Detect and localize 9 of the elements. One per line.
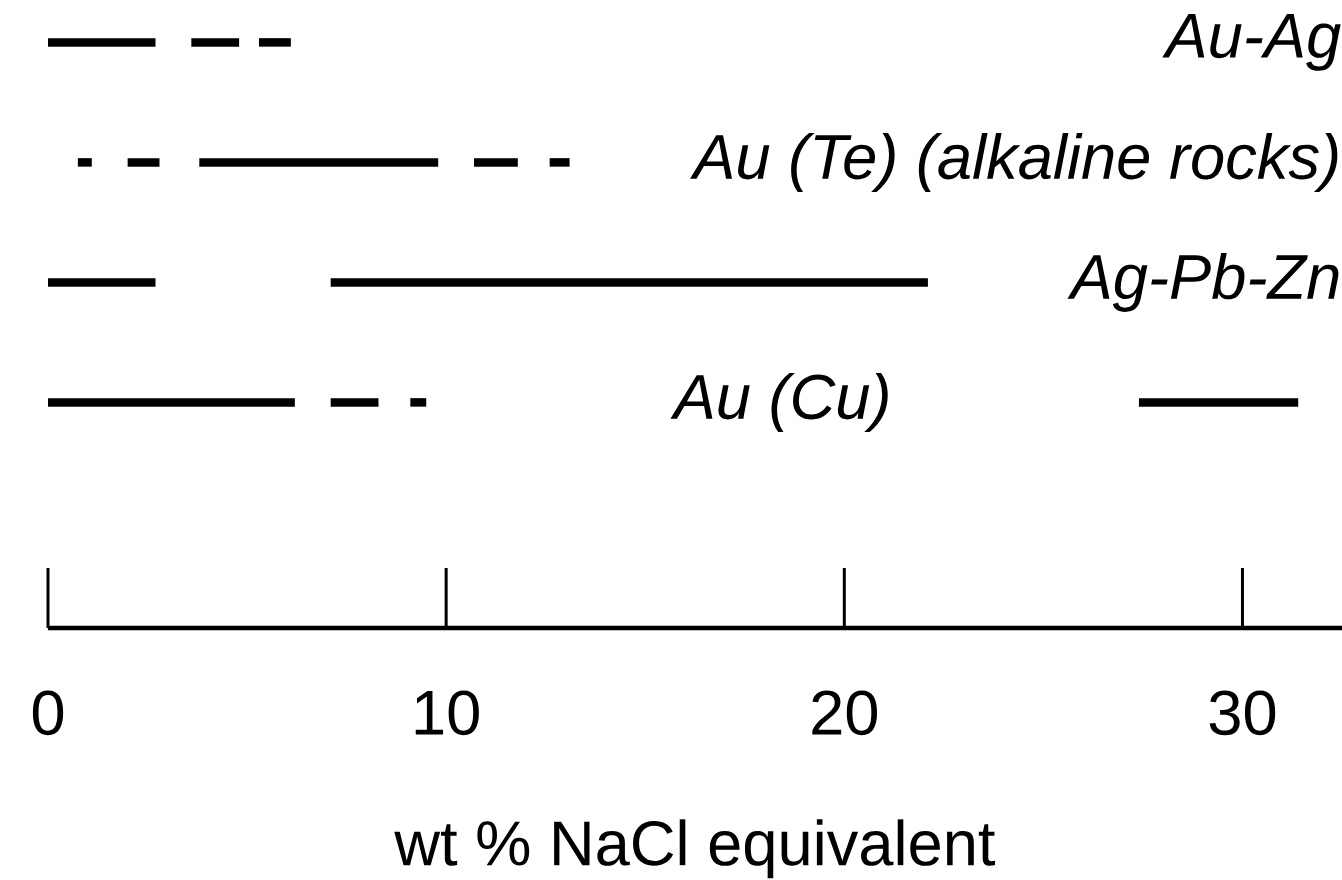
x-tick-label: 0 — [32, 690, 64, 736]
x-tick-label: 20 — [812, 690, 878, 736]
y-tick-label: Au (Te) (alkaline rocks) — [690, 132, 1338, 192]
y-tick-label: Au (Cu) — [670, 372, 888, 432]
y-tick-label: Au-Ag — [1162, 14, 1341, 71]
y-tick-label: Ag-Pb-Zn — [1067, 252, 1339, 312]
x-axis-title: wt % NaCl equivalent — [394, 819, 996, 879]
x-tick-label: 10 — [415, 690, 479, 736]
x-tick-label: 30 — [1209, 690, 1276, 736]
